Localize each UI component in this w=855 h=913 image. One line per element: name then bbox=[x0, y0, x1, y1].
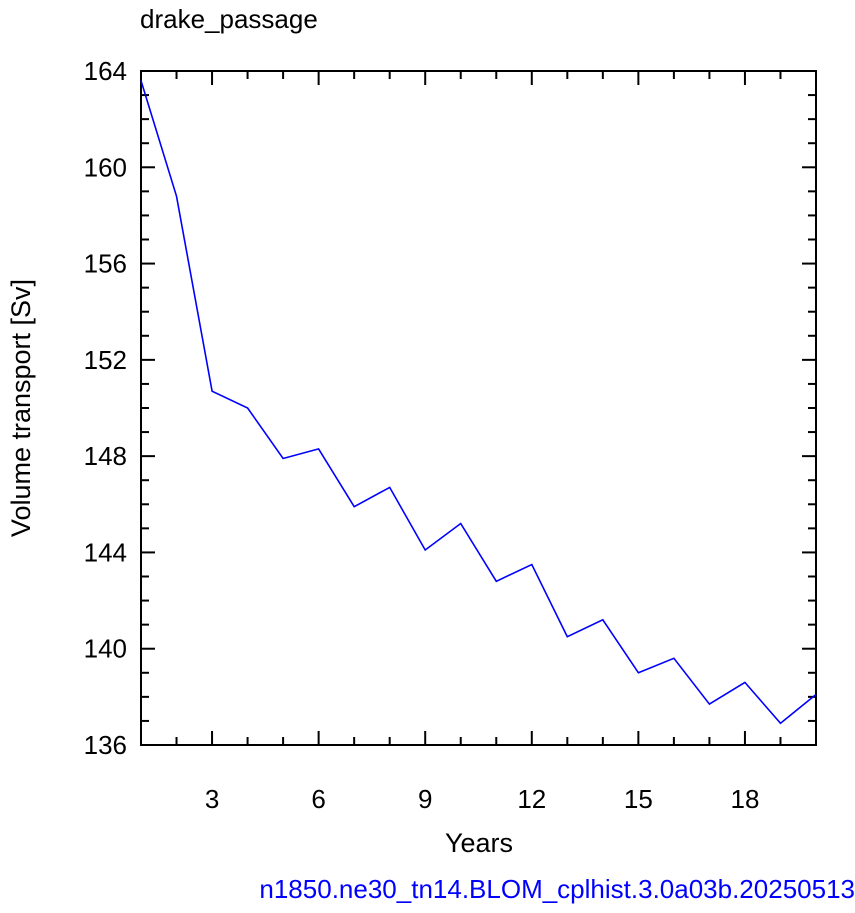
y-tick-label: 160 bbox=[84, 152, 127, 182]
x-tick-label: 9 bbox=[418, 784, 432, 814]
x-tick-label: 3 bbox=[205, 784, 219, 814]
plot-frame bbox=[140, 70, 817, 746]
tick-labels: 3 6 9 12 15 18 136 140 144 148 152 156 160 164 bbox=[84, 56, 760, 814]
run-caption: n1850.ne30_tn14.BLOM_cplhist.3.0a03b.202… bbox=[259, 874, 855, 904]
y-axis-label: Volume transport [Sv] bbox=[6, 279, 36, 537]
y-tick-label: 152 bbox=[84, 345, 127, 375]
y-tick-label: 136 bbox=[84, 730, 127, 760]
y-tick-label: 140 bbox=[84, 634, 127, 664]
x-tick-label: 15 bbox=[624, 784, 653, 814]
y-tick-label: 148 bbox=[84, 441, 127, 471]
x-tick-label: 6 bbox=[311, 784, 325, 814]
ticks bbox=[140, 70, 817, 746]
series-line bbox=[140, 80, 817, 725]
chart-title: drake_passage bbox=[140, 4, 318, 34]
x-axis-label: Years bbox=[445, 828, 513, 858]
axes bbox=[140, 70, 817, 746]
y-tick-label: 144 bbox=[84, 537, 127, 567]
series-layer bbox=[140, 80, 817, 725]
y-tick-label: 164 bbox=[84, 56, 127, 86]
x-tick-label: 18 bbox=[730, 784, 759, 814]
x-tick-label: 12 bbox=[517, 784, 546, 814]
y-tick-label: 156 bbox=[84, 249, 127, 279]
